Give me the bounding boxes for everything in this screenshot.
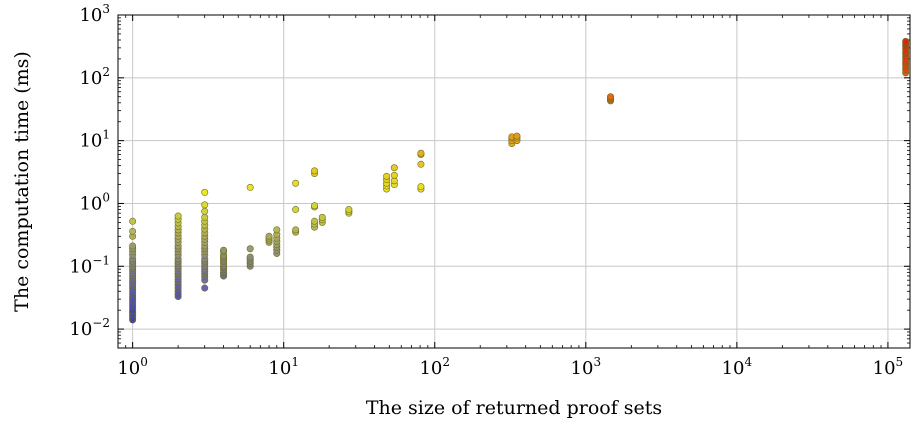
x-tick-exponent: 4 (745, 355, 753, 369)
y-tick-base: 10 (69, 256, 92, 277)
scatter-point (417, 149, 425, 157)
x-tick-label: 105 (873, 355, 904, 379)
y-axis-title: The computation time (ms) (11, 51, 33, 312)
scatter-point (311, 217, 319, 225)
scatter-point (345, 206, 353, 214)
x-tick-base: 10 (268, 358, 291, 379)
scatter-point (201, 207, 209, 215)
x-tick-label: 100 (117, 355, 148, 379)
scatter-point (129, 217, 137, 225)
x-tick-label: 103 (571, 355, 602, 379)
scatter-point (513, 132, 521, 140)
scatter-point (201, 188, 209, 196)
x-tick-base: 10 (873, 358, 896, 379)
scatter-point (311, 202, 319, 210)
y-tick-label: 102 (79, 65, 110, 89)
y-tick-exponent: 0 (102, 190, 110, 204)
x-tick-base: 10 (722, 358, 745, 379)
plot-frame (117, 14, 911, 349)
y-tick-label: 103 (79, 2, 110, 26)
x-tick-exponent: 2 (442, 355, 450, 369)
y-tick-exponent: 2 (102, 65, 110, 79)
scatter-point (383, 172, 391, 180)
scatter-point (902, 37, 910, 45)
x-tick-exponent: 3 (593, 355, 601, 369)
y-tick-exponent: 1 (102, 128, 110, 142)
scatter-point (390, 171, 398, 179)
x-tick-exponent: 1 (291, 355, 299, 369)
scatter-point (273, 226, 281, 234)
scatter-point (129, 242, 137, 250)
y-tick-base: 10 (79, 193, 102, 214)
y-tick-exponent: 3 (102, 2, 110, 16)
scatter-point (201, 284, 209, 292)
x-axis-title: The size of returned proof sets (366, 397, 662, 419)
scatter-point (246, 183, 254, 191)
y-tick-base: 10 (69, 319, 92, 340)
y-tick-base: 10 (79, 5, 102, 26)
x-tick-base: 10 (117, 358, 140, 379)
y-tick-label: 10−2 (69, 316, 110, 340)
y-tick-exponent: −1 (92, 253, 110, 267)
scatter-point (417, 183, 425, 191)
scatter-point (265, 232, 273, 240)
x-tick-base: 10 (419, 358, 442, 379)
scatter-point (246, 245, 254, 253)
scatter-point (246, 253, 254, 261)
scatter-point (292, 206, 300, 214)
x-tick-label: 101 (268, 355, 299, 379)
scatter-point (220, 246, 228, 254)
grid-lines (118, 14, 910, 348)
y-tick-exponent: −2 (92, 316, 110, 330)
scatter-point (318, 213, 326, 221)
scatter-point (311, 167, 319, 175)
scatter-point (292, 179, 300, 187)
scatter-point (417, 160, 425, 168)
y-tick-label: 10−1 (69, 253, 110, 277)
y-tick-label: 101 (79, 128, 110, 152)
scatter-point (129, 227, 137, 235)
data-points (129, 37, 910, 324)
scatter-point (201, 213, 209, 221)
y-tick-base: 10 (79, 68, 102, 89)
scatter-point (607, 93, 615, 101)
x-tick-base: 10 (571, 358, 594, 379)
x-tick-exponent: 0 (140, 355, 148, 369)
minor-ticks (118, 14, 910, 348)
x-tick-label: 102 (419, 355, 450, 379)
scatter-point (201, 201, 209, 209)
y-tick-label: 100 (79, 190, 110, 214)
x-tick-exponent: 5 (896, 355, 904, 369)
scatter-point (390, 164, 398, 172)
scatter-point (292, 226, 300, 234)
scatter-point (174, 212, 182, 220)
x-tick-label: 104 (722, 355, 753, 379)
y-tick-base: 10 (79, 131, 102, 152)
